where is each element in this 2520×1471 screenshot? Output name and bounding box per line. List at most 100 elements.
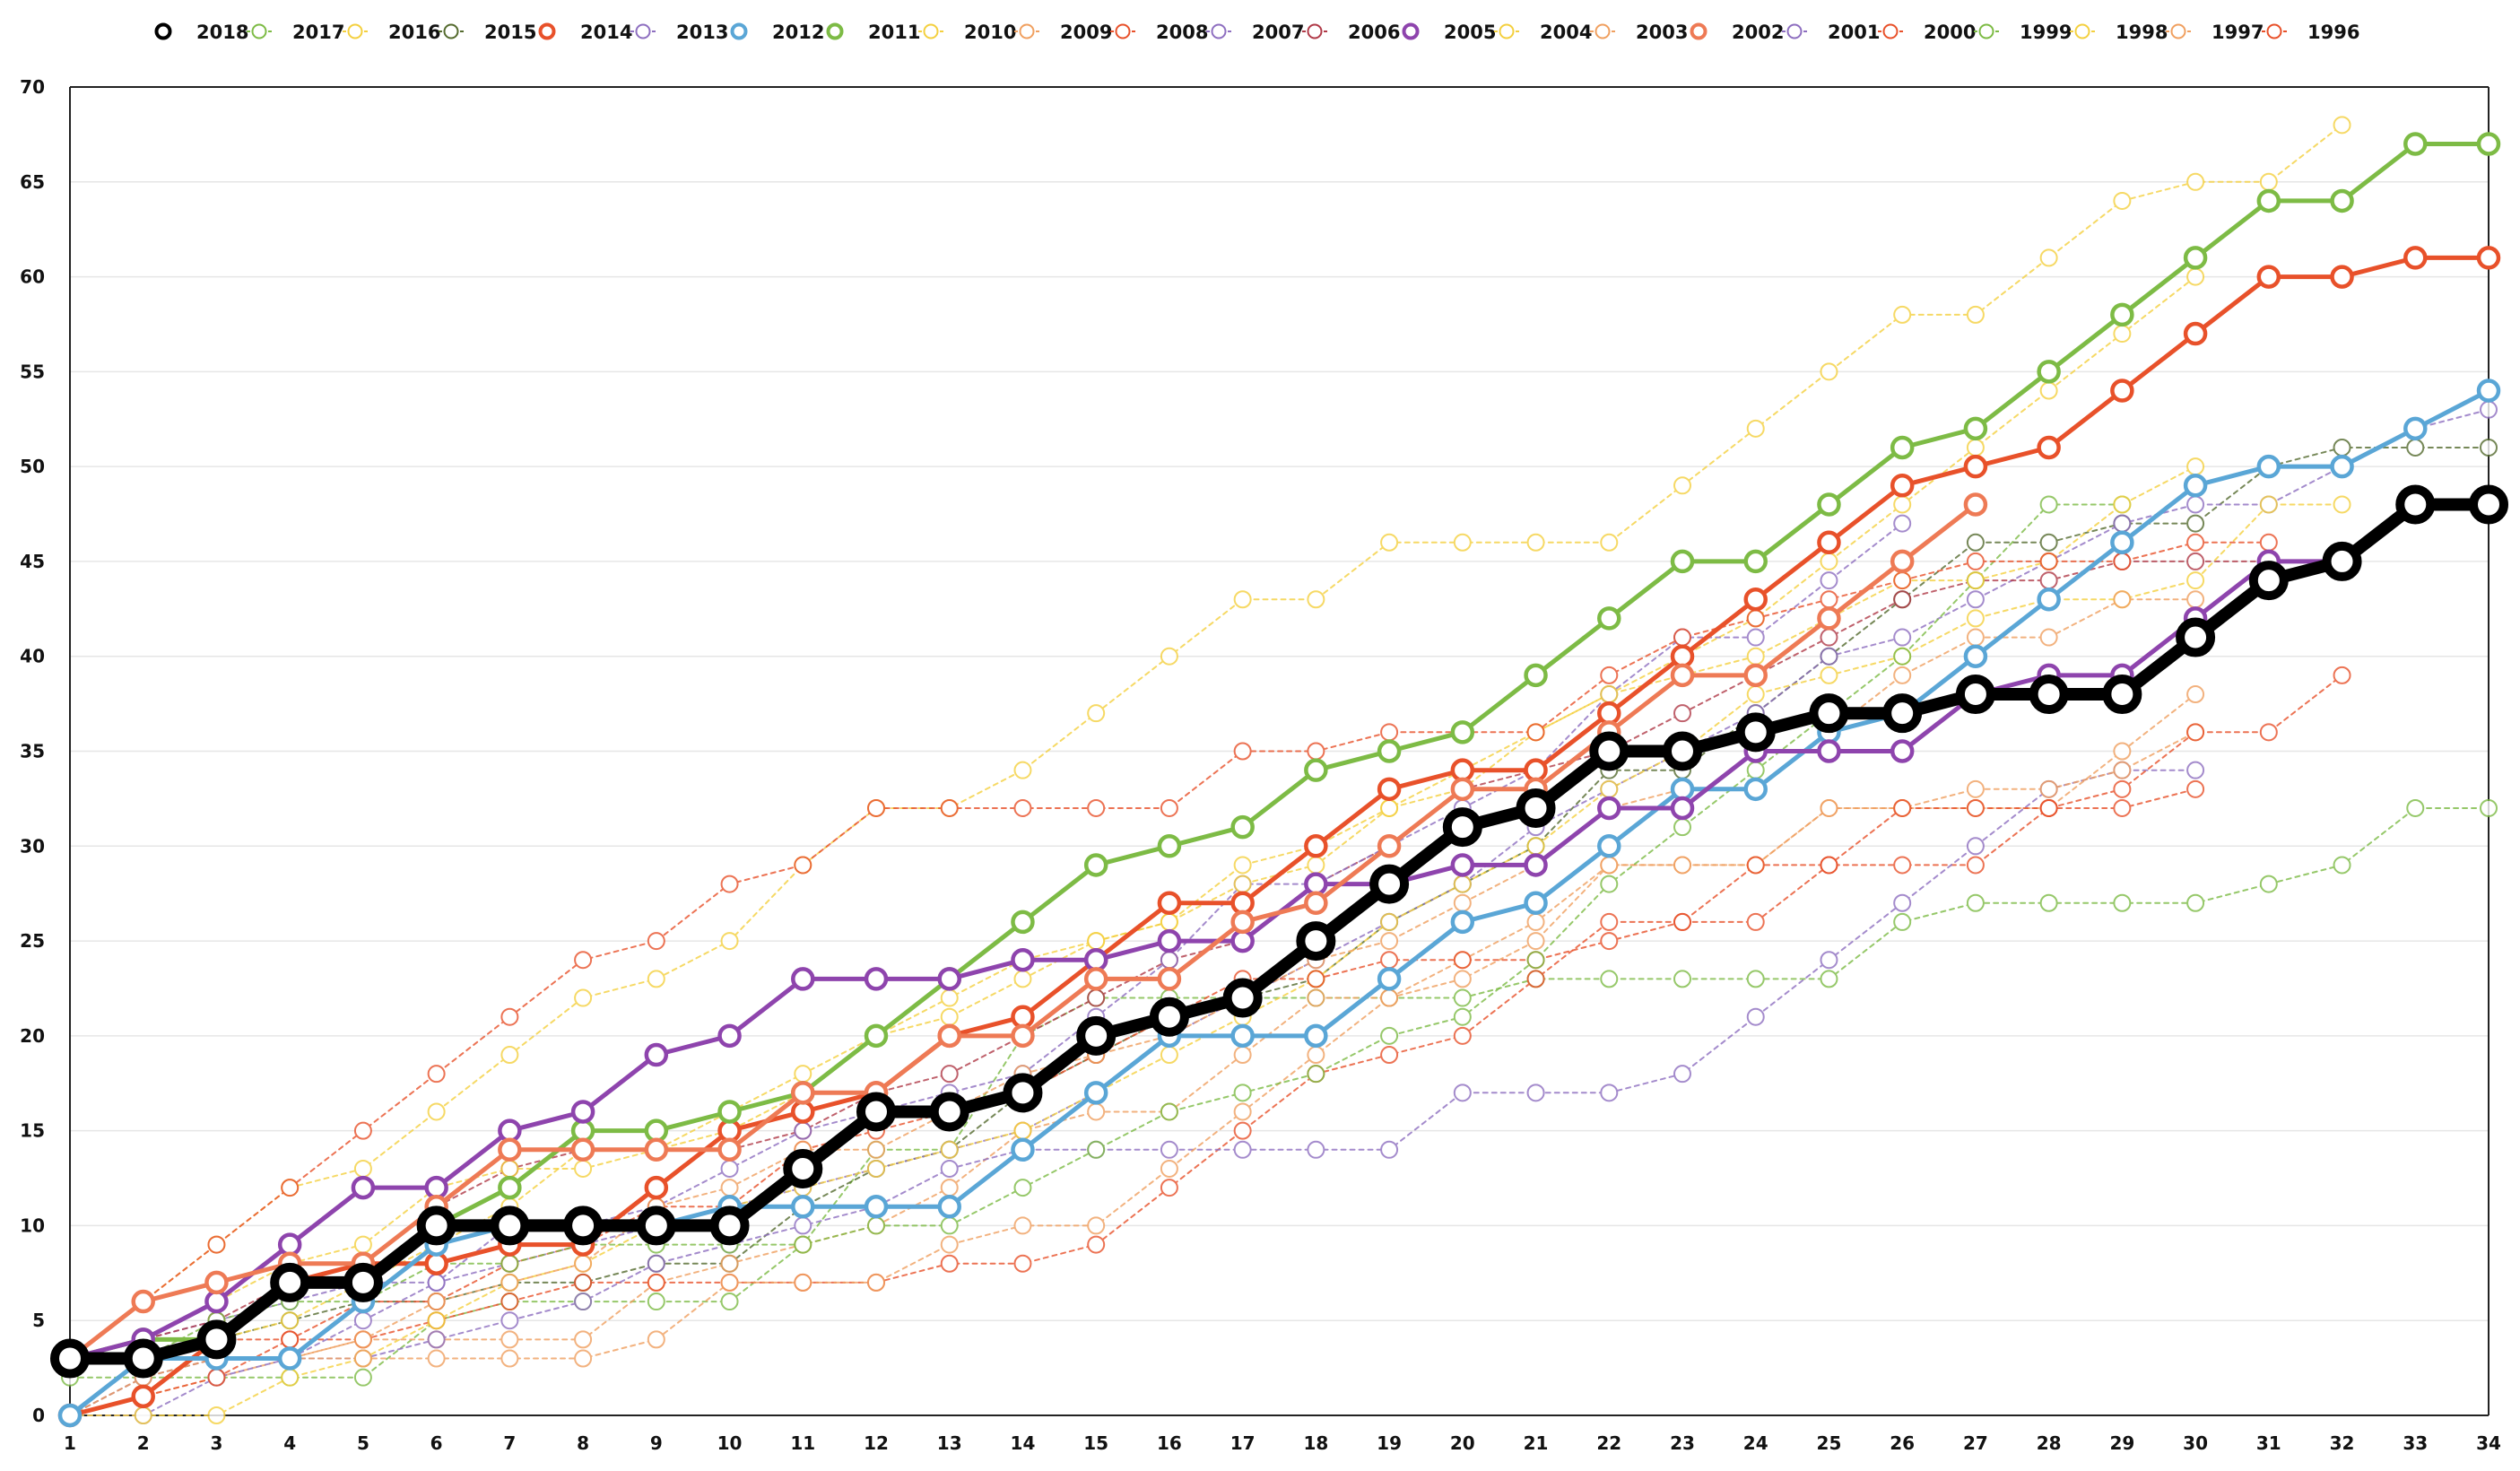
x-tick-label-20: 20: [1450, 1432, 1475, 1454]
point-2012-1: [57, 1403, 83, 1428]
point-1998-14: [1013, 970, 1032, 988]
point-2001-10: [720, 1159, 739, 1178]
legend-item-2001: 2001: [1782, 22, 1880, 43]
point-2002-18: [1304, 891, 1328, 916]
point-1999-11: [794, 1235, 812, 1254]
series-line-2009: [69, 693, 2197, 1416]
point-2005-23: [1670, 796, 1695, 821]
legend-label-2009: 2009: [1060, 22, 1112, 43]
x-tick-label-10: 10: [717, 1432, 743, 1454]
x-tick-label-21: 21: [1524, 1432, 1549, 1454]
point-2016-20: [1453, 533, 1472, 552]
legend-item-1998: 1998: [2070, 22, 2168, 43]
point-2005-16: [1157, 928, 1182, 953]
point-2012-32: [2330, 454, 2354, 479]
point-2002-10: [717, 1137, 742, 1162]
y-tick-label-65: 65: [20, 171, 45, 193]
point-2014-32: [2330, 265, 2354, 289]
point-2003-27: [1966, 779, 1985, 798]
legend-swatch-2010: [923, 23, 939, 39]
point-1996-19: [1380, 723, 1399, 742]
point-2011-10: [717, 1100, 742, 1124]
point-2005-13: [937, 967, 961, 991]
x-tick-label-31: 31: [2256, 1432, 2281, 1454]
x-tick-label-24: 24: [1743, 1432, 1768, 1454]
legend-label-2013: 2013: [676, 22, 728, 43]
legend-item-2014: 2014: [538, 22, 632, 43]
point-2017-23: [1673, 970, 1691, 988]
point-2018-28: [2029, 675, 2069, 715]
point-2008-30: [2186, 779, 2205, 798]
point-2007-26: [1893, 893, 1912, 912]
y-tick-label-10: 10: [20, 1214, 45, 1236]
point-2009-17: [1233, 1046, 1252, 1065]
point-2016-9: [647, 970, 665, 988]
point-2007-11: [794, 1216, 812, 1235]
point-2010-30: [2186, 267, 2205, 286]
point-2002-23: [1670, 663, 1695, 688]
series-line-2018: [64, 498, 2495, 1365]
point-2009-20: [1453, 970, 1472, 988]
point-1997-8: [574, 1254, 593, 1273]
x-tick-label-30: 30: [2183, 1432, 2208, 1454]
point-2017-30: [2186, 893, 2205, 912]
point-2018-3: [196, 1319, 237, 1360]
point-2008-13: [940, 1254, 959, 1273]
point-2003-13: [940, 1235, 959, 1254]
legend-swatch-2008: [1115, 23, 1131, 39]
point-1996-24: [1746, 609, 1765, 628]
point-2011-29: [2110, 302, 2134, 327]
point-2014-23: [1670, 644, 1695, 668]
point-2001-26: [1893, 514, 1912, 533]
point-2004-24: [1746, 685, 1765, 704]
point-2007-16: [1160, 1140, 1178, 1159]
point-2012-29: [2110, 530, 2134, 555]
point-2003-10: [720, 1273, 739, 1292]
point-2004-21: [1526, 837, 1545, 856]
x-tick-label-17: 17: [1230, 1432, 1256, 1454]
point-2002-25: [1817, 606, 1841, 631]
point-2005-8: [570, 1100, 595, 1124]
series-2016: [61, 116, 2351, 1368]
x-tick-label-6: 6: [430, 1432, 443, 1454]
point-2018-2: [123, 1338, 163, 1379]
point-2012-17: [1230, 1023, 1255, 1049]
point-2002-3: [204, 1270, 229, 1295]
point-2004-2: [134, 1406, 152, 1424]
point-2004-22: [1600, 779, 1619, 798]
point-1997-6: [427, 1293, 446, 1311]
y-tick-label-55: 55: [20, 361, 45, 382]
point-2007-17: [1233, 1140, 1252, 1159]
point-2002-26: [1890, 549, 1915, 574]
point-2012-23: [1670, 777, 1695, 802]
point-2015-34: [2480, 438, 2498, 457]
x-tick-label-1: 1: [64, 1432, 76, 1454]
point-1999-16: [1160, 1102, 1178, 1121]
point-2005-3: [204, 1289, 229, 1314]
point-2009-29: [2113, 742, 2132, 761]
point-2006-28: [2039, 571, 2058, 590]
point-1998-18: [1307, 856, 1325, 875]
point-1996-5: [353, 1121, 372, 1140]
point-2004-19: [1380, 912, 1399, 931]
point-2012-30: [2183, 474, 2208, 498]
point-2010-17: [1233, 856, 1252, 875]
series-line-2008: [69, 788, 2197, 1360]
legend-label-2008: 2008: [1156, 22, 1208, 43]
y-tick-label-25: 25: [20, 930, 45, 952]
point-1996-22: [1600, 666, 1619, 684]
point-1996-4: [281, 1179, 300, 1197]
legend-swatch-1997: [2170, 23, 2186, 39]
point-2016-19: [1380, 533, 1399, 552]
point-2014-30: [2183, 321, 2208, 346]
point-1998-22: [1600, 685, 1619, 704]
y-tick-label-0: 0: [32, 1405, 45, 1426]
point-2008-29: [2113, 798, 2132, 817]
point-2000-29: [2113, 779, 2132, 798]
point-2005-10: [717, 1023, 742, 1049]
point-2003-22: [1600, 856, 1619, 875]
point-2000-28: [2039, 798, 2058, 817]
point-2005-22: [1597, 796, 1621, 821]
legend-label-2017: 2017: [292, 22, 344, 43]
point-2018-33: [2395, 484, 2436, 525]
